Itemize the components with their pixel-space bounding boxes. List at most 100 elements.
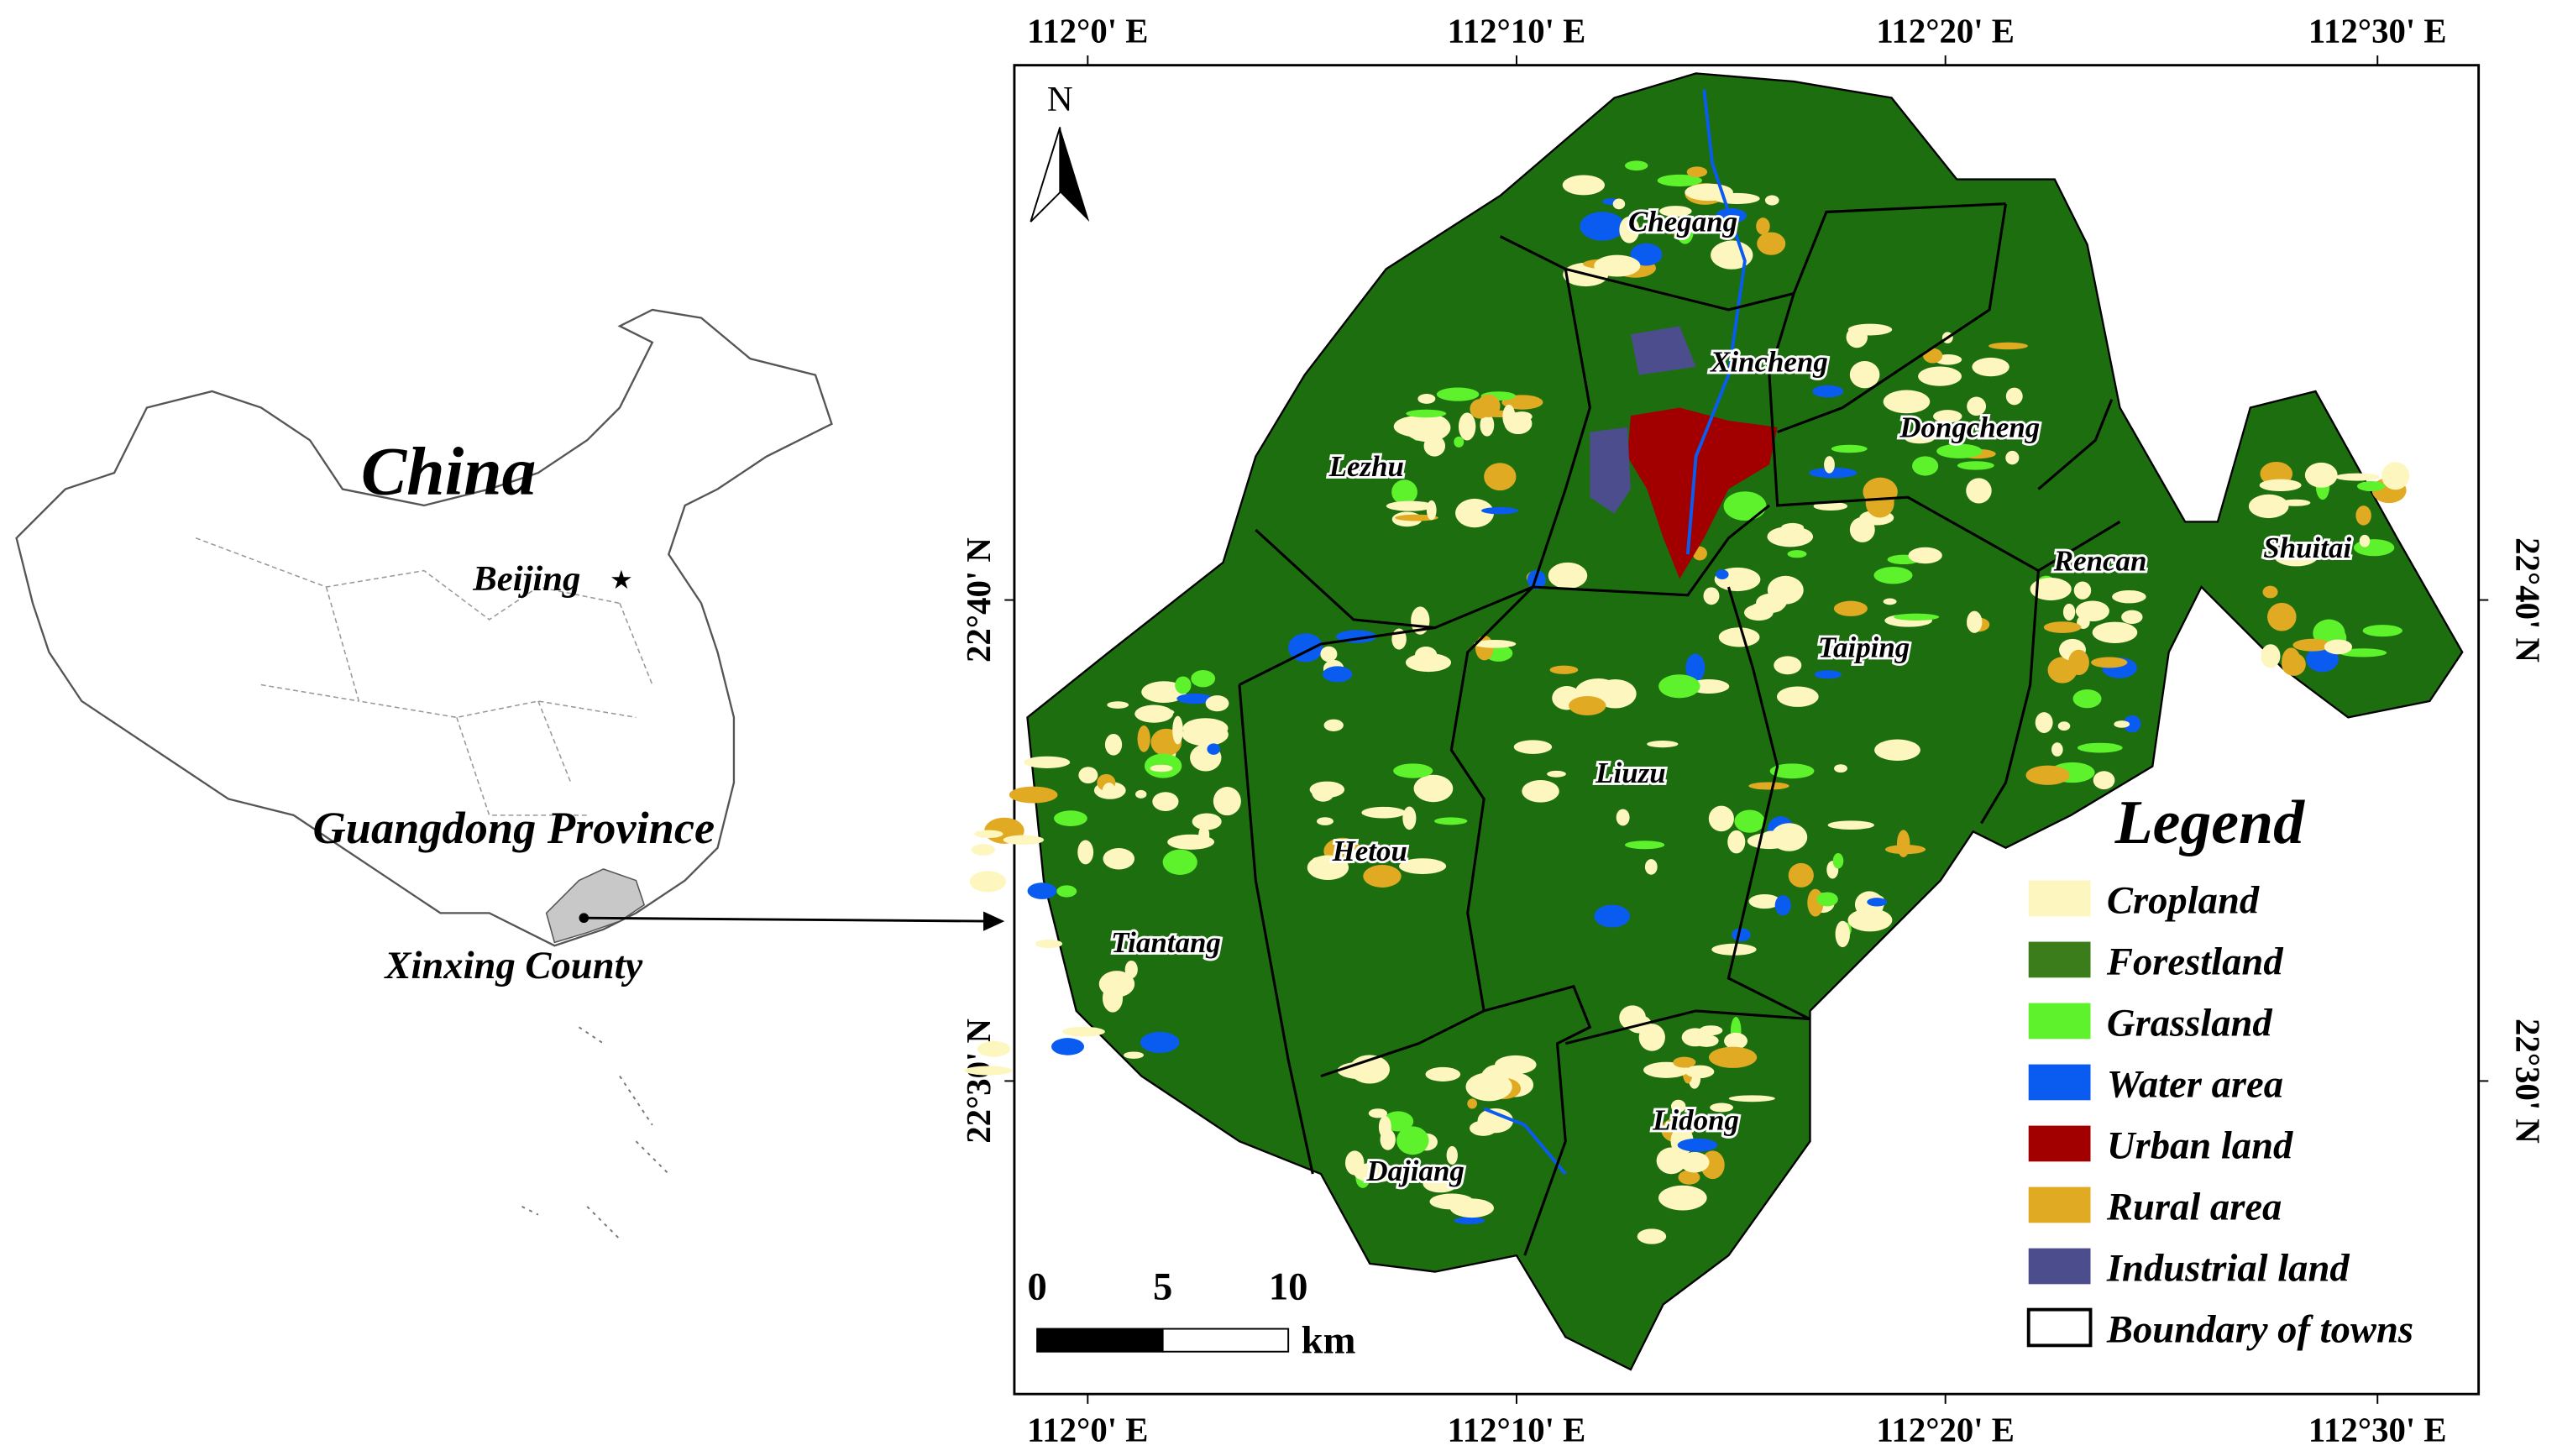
- land-patch: [1834, 764, 1847, 773]
- land-patch: [2062, 603, 2076, 621]
- guangdong-shade: [545, 868, 646, 944]
- land-patch: [2030, 578, 2072, 601]
- land-patch: [1191, 669, 1216, 688]
- land-patch: [1678, 1170, 1700, 1185]
- land-patch: [1513, 740, 1553, 754]
- land-patch: [1378, 1115, 1391, 1139]
- town-label: Liuzu: [1595, 757, 1666, 789]
- scale-unit: km: [1302, 1319, 1356, 1363]
- land-patch: [2005, 387, 2023, 406]
- top-lon-label: 112°30' E: [2308, 12, 2447, 50]
- land-patch: [1393, 763, 1433, 778]
- land-patch: [1748, 782, 1789, 790]
- land-patch: [2262, 585, 2278, 599]
- land-patch: [1077, 840, 1094, 865]
- land-patch: [1832, 852, 1844, 869]
- scale-tick-label: 0: [1027, 1265, 1046, 1309]
- land-patch: [2090, 657, 2128, 668]
- land-patch: [1102, 783, 1116, 799]
- land-patch: [1078, 767, 1098, 784]
- land-patch: [1918, 366, 1962, 386]
- town-label: Chegang: [1628, 206, 1737, 238]
- industrial-zone: [1590, 326, 1696, 514]
- land-patch: [1548, 562, 1588, 589]
- country-label: China: [361, 432, 537, 509]
- land-patch: [1344, 1150, 1365, 1176]
- land-patch: [2259, 479, 2302, 492]
- land-patch: [1788, 862, 1814, 888]
- legend-label: Rural area: [2106, 1185, 2282, 1228]
- land-patch: [1024, 756, 1071, 768]
- land-patch: [1458, 412, 1476, 441]
- land-patch: [1192, 813, 1222, 830]
- land-patch: [1433, 817, 1468, 825]
- land-patch: [1056, 885, 1077, 898]
- land-patch: [1612, 198, 1626, 210]
- land-patch: [1814, 670, 1842, 679]
- land-patch: [1413, 774, 1454, 803]
- land-patch: [2057, 721, 2071, 731]
- land-patch: [2304, 462, 2338, 488]
- inner-borders: [195, 537, 653, 816]
- legend-swatch: [2028, 1248, 2091, 1285]
- legend: Cropland Forestland Grassland Water area Urb…: [2026, 878, 2413, 1351]
- land-patch: [1728, 1095, 1775, 1102]
- land-patch: [1103, 848, 1135, 870]
- land-patch: [1883, 390, 1931, 414]
- land-patch: [1162, 849, 1197, 875]
- land-patch: [2121, 610, 2143, 625]
- land-patch: [2068, 649, 2089, 676]
- land-patch: [1734, 809, 1765, 833]
- land-patch: [2273, 546, 2319, 567]
- town-label: Shuitai: [2263, 532, 2351, 564]
- land-patch: [1124, 1051, 1145, 1059]
- land-patch: [1562, 175, 1605, 196]
- land-patch: [1098, 971, 1135, 998]
- land-patch: [2092, 621, 2138, 643]
- land-patch: [1594, 254, 1641, 277]
- land-patch: [1835, 920, 1851, 948]
- land-patch: [1476, 394, 1501, 418]
- scale-tick-label: 10: [1269, 1265, 1308, 1309]
- town-label: Lidong: [1652, 1104, 1739, 1137]
- land-patch: [1027, 883, 1057, 899]
- bottom-lon-label: 112°30' E: [2308, 1411, 2447, 1449]
- land-patch: [1676, 216, 1695, 244]
- land-patch: [1320, 646, 1338, 663]
- land-patch: [1135, 789, 1147, 799]
- river: [1483, 89, 1747, 1176]
- land-patch: [1313, 856, 1349, 863]
- land-patch: [1812, 385, 1844, 398]
- land-patch: [2267, 602, 2297, 631]
- land-patch: [1827, 820, 1874, 830]
- land-patch: [1150, 764, 1173, 773]
- land-patch: [1681, 1028, 1709, 1047]
- county-label: Xinxing County: [383, 944, 642, 987]
- land-patch: [1624, 160, 1648, 171]
- land-patch: [1912, 456, 1939, 476]
- land-patch: [1774, 656, 1802, 675]
- land-patch: [1703, 587, 1720, 605]
- land-patch: [2355, 505, 2371, 526]
- legend-label: Cropland: [2107, 878, 2260, 922]
- legend-label: Industrial land: [2106, 1246, 2350, 1290]
- land-patch: [1580, 212, 1625, 241]
- land-patch: [1670, 1099, 1686, 1113]
- land-patch: [1337, 1061, 1385, 1080]
- land-patch: [1658, 674, 1700, 699]
- land-patch: [2073, 581, 2092, 600]
- land-patch: [1061, 1026, 1105, 1037]
- land-patch: [1009, 786, 1058, 804]
- land-patch: [1594, 678, 1637, 709]
- land-patch: [1624, 841, 1665, 850]
- right-lat-label: 22°30' N: [2508, 1019, 2546, 1144]
- land-patch: [1833, 600, 1868, 616]
- land-patch: [1743, 604, 1774, 621]
- land-patch: [1679, 1151, 1710, 1173]
- land-patch: [2043, 621, 2082, 633]
- town-label: Dongcheng: [1899, 411, 2040, 443]
- land-patch: [1816, 892, 1838, 907]
- land-patch: [1474, 640, 1517, 648]
- town-label: Hetou: [1332, 835, 1407, 867]
- land-patch: [2005, 450, 2020, 465]
